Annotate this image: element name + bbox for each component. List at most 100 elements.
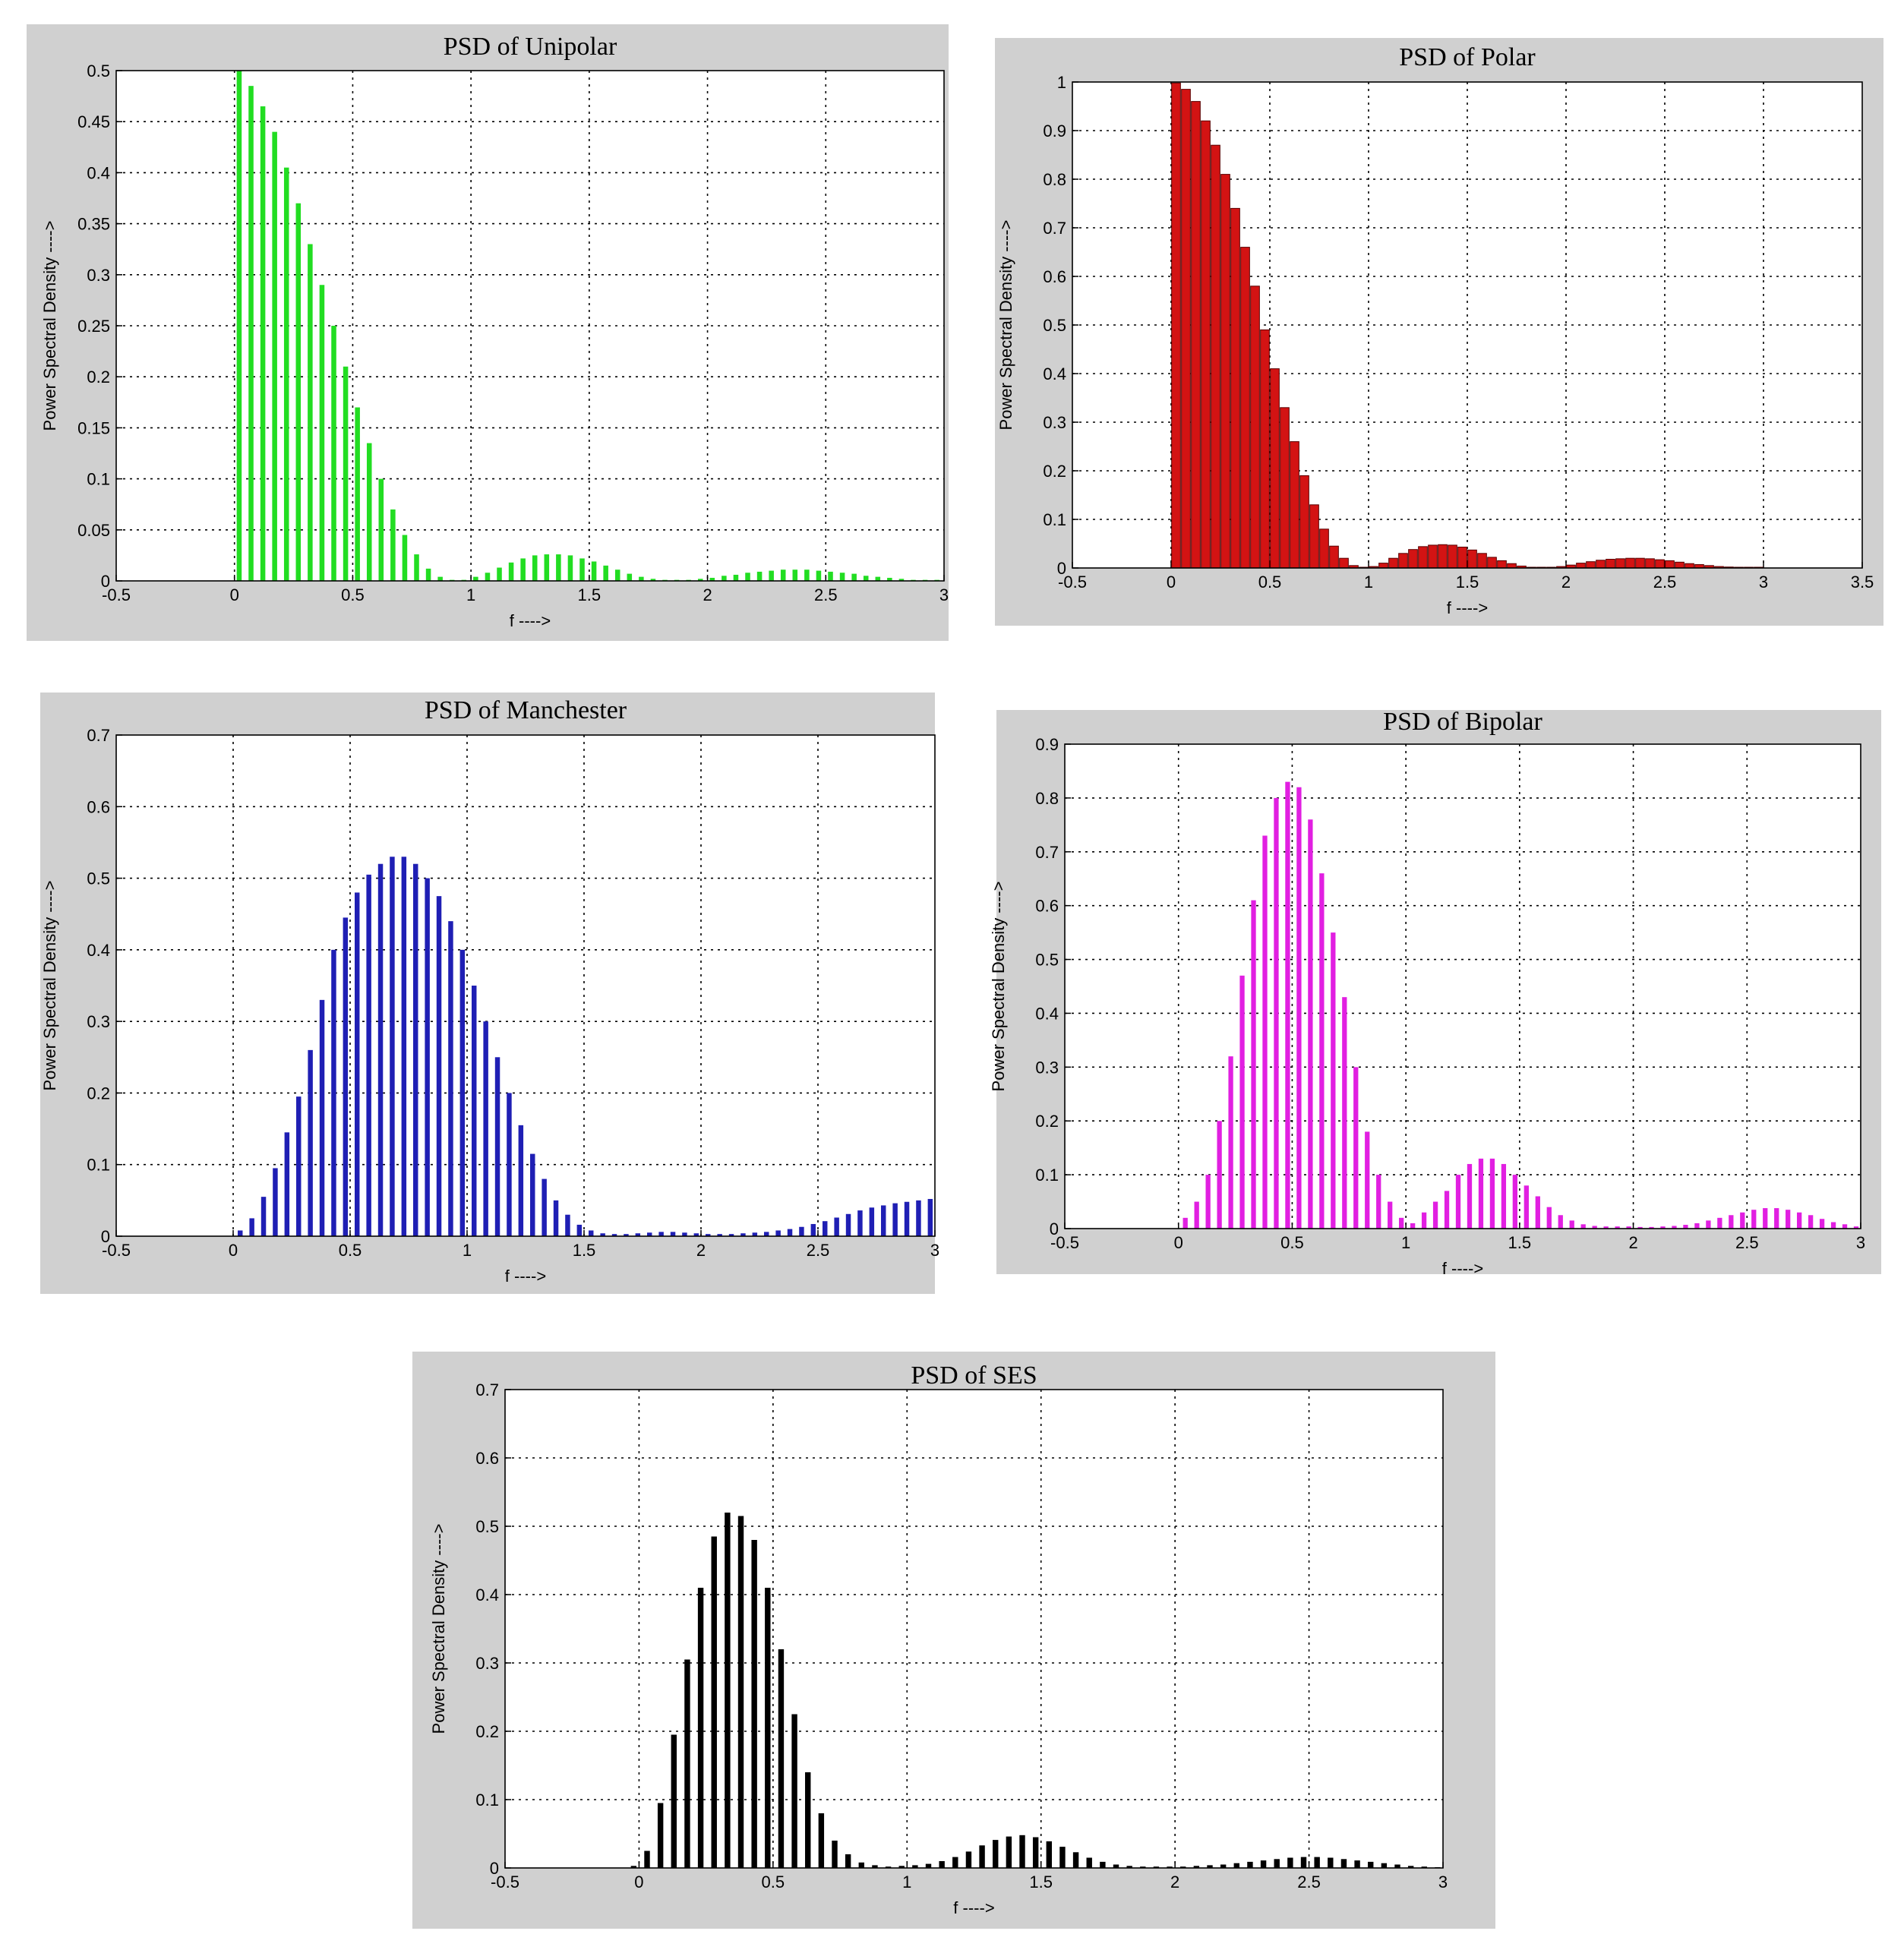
bar	[589, 1230, 594, 1236]
x-tick-label: 2.5	[814, 585, 838, 604]
bar	[1140, 1866, 1146, 1868]
bar	[1183, 1217, 1188, 1229]
bar	[1717, 1217, 1722, 1229]
bar	[1407, 1866, 1414, 1868]
x-tick-label: 1	[1364, 573, 1373, 592]
y-tick-label: 0.1	[87, 470, 110, 489]
bar	[657, 1803, 664, 1868]
bar	[1329, 545, 1339, 569]
bar	[709, 577, 715, 581]
bar	[1418, 546, 1428, 569]
bar	[1205, 1175, 1211, 1229]
bar	[1398, 553, 1408, 569]
y-tick-label: 0.1	[1035, 1166, 1059, 1185]
bar	[1287, 1857, 1293, 1868]
bar	[1751, 1210, 1757, 1229]
bar	[839, 573, 845, 581]
y-tick-label: 0.5	[87, 62, 110, 80]
y-tick-label: 0.3	[87, 266, 110, 285]
bar	[1339, 557, 1349, 569]
bar	[1220, 1864, 1227, 1868]
bar	[912, 1865, 918, 1868]
y-tick-label: 0.3	[1035, 1058, 1059, 1077]
chart-title: PSD of SES	[911, 1361, 1037, 1390]
bar	[1457, 546, 1467, 569]
bar	[1448, 544, 1457, 569]
bar	[1239, 975, 1245, 1229]
bar	[857, 1210, 863, 1236]
bar	[1193, 1866, 1200, 1868]
bar	[863, 576, 869, 581]
bar	[497, 567, 502, 581]
y-tick-label: 0.4	[87, 941, 110, 960]
bar	[647, 1232, 652, 1236]
bar	[296, 1096, 302, 1236]
x-axis-label: f ---->	[505, 1267, 546, 1286]
bar	[1438, 544, 1448, 569]
x-tick-label: 3	[1856, 1233, 1865, 1252]
bar	[780, 569, 786, 581]
bar	[1319, 528, 1329, 569]
axes-frame	[504, 1389, 1444, 1869]
bar	[1830, 1222, 1836, 1229]
chart-panel-bipolar: PSD of Bipolar -0.5 0 0.5 1 1.5 2 2.5 3 0 0.1 0.2 0.…	[989, 708, 1881, 1278]
bar	[483, 1021, 488, 1236]
bar	[1410, 1223, 1416, 1229]
chart-bipolar: PSD of Bipolar-0.5 0 0.5 1 1.5 2 2.5 300.10.20.…	[989, 708, 1865, 1278]
bar	[1260, 329, 1270, 569]
bar	[1100, 1861, 1106, 1868]
bar	[437, 576, 443, 581]
bar	[1251, 900, 1256, 1229]
y-tick-label: 0	[1057, 559, 1066, 578]
bar	[737, 1516, 744, 1868]
bar	[1819, 1219, 1825, 1229]
bar	[1683, 1225, 1688, 1229]
bar	[402, 535, 408, 581]
bar	[1328, 1857, 1334, 1868]
bar	[823, 1221, 828, 1236]
bar	[1399, 1217, 1404, 1229]
bar	[764, 1232, 769, 1236]
bar	[1421, 1212, 1427, 1229]
bar	[1477, 553, 1487, 569]
bar	[260, 106, 266, 581]
y-tick-label: 0.35	[77, 215, 110, 234]
y-tick-label: 0.2	[475, 1722, 499, 1741]
bar	[1388, 1201, 1393, 1229]
bar	[728, 1234, 734, 1236]
bar	[851, 573, 857, 581]
y-axis-label: Power Spectral Density ---->	[40, 881, 59, 1091]
plot-area	[505, 1390, 1443, 1868]
bar	[1299, 475, 1309, 569]
bar	[1501, 1163, 1507, 1229]
x-tick-label: 1.5	[1508, 1233, 1532, 1252]
bar	[436, 896, 442, 1236]
y-tick-label: 0.6	[1035, 897, 1059, 916]
bar	[1808, 1215, 1814, 1229]
bar	[1507, 563, 1517, 569]
y-tick-label: 0.7	[87, 726, 110, 745]
bar	[1181, 89, 1191, 569]
bar	[725, 1513, 731, 1868]
bar	[721, 576, 727, 581]
bar	[635, 1233, 641, 1236]
bar	[518, 1125, 524, 1236]
bar	[1194, 1201, 1199, 1229]
x-tick-label: 2	[1561, 573, 1571, 592]
chart-unipolar: PSD of Unipolar-0.5 0 0.5 1 1.5 2 2.5 300.050.1…	[40, 33, 949, 630]
bar	[530, 1153, 535, 1236]
bar	[1381, 1863, 1388, 1868]
bar	[1487, 557, 1497, 569]
bar	[1230, 207, 1240, 569]
bar	[1342, 997, 1347, 1229]
bar	[1444, 1191, 1450, 1229]
x-tick-label: 0.5	[1280, 1233, 1304, 1252]
bar	[459, 949, 466, 1236]
bar	[752, 1232, 758, 1236]
bar	[706, 1234, 711, 1236]
bar	[1497, 560, 1507, 569]
bar	[1665, 560, 1675, 569]
bar	[331, 326, 336, 581]
bar	[1675, 561, 1685, 569]
x-tick-label: 3	[1759, 573, 1768, 592]
